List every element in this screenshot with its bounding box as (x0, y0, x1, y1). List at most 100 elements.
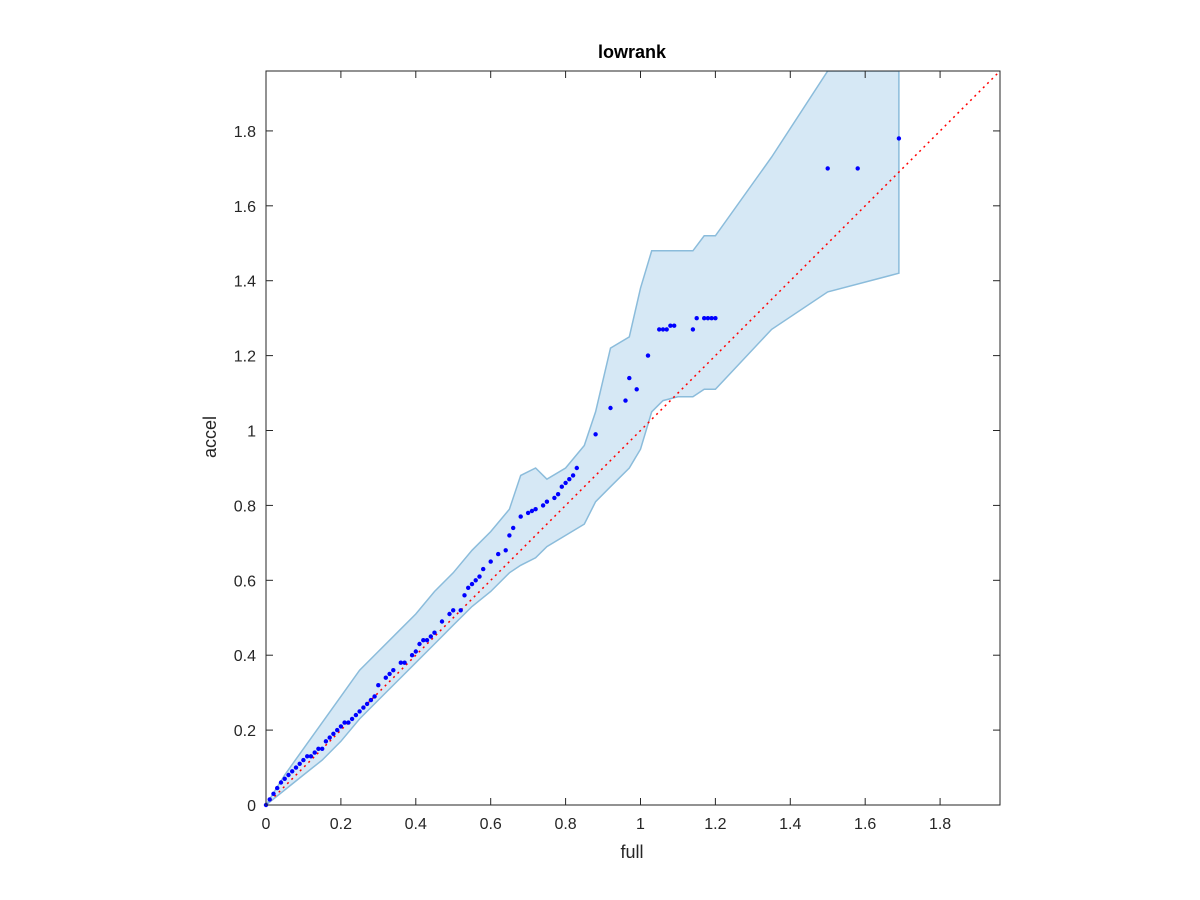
data-point (690, 327, 696, 332)
x-tick-label: 0.4 (405, 816, 427, 833)
data-point (413, 649, 418, 654)
data-point (563, 480, 568, 486)
data-point (286, 772, 291, 778)
data-point (702, 316, 707, 321)
confidence-band (266, 71, 900, 805)
data-point (507, 533, 512, 538)
data-point (439, 619, 445, 624)
data-point (511, 525, 516, 531)
data-point (533, 507, 538, 512)
data-point (320, 746, 325, 751)
data-point (275, 785, 280, 791)
x-tick-label: 1.2 (704, 816, 726, 833)
data-point (342, 720, 347, 725)
data-point (469, 581, 475, 587)
data-point (308, 754, 314, 759)
data-point (297, 761, 302, 766)
y-tick-label: 0.2 (234, 723, 256, 740)
data-point (278, 780, 284, 785)
data-point (372, 694, 377, 699)
data-point (825, 166, 830, 171)
data-point (376, 683, 381, 688)
identity-line (265, 70, 1001, 806)
chart-title: lowrank (598, 42, 667, 62)
data-point (398, 660, 403, 665)
x-tick-label: 1.6 (854, 816, 876, 833)
data-point (570, 473, 576, 478)
data-point (462, 593, 467, 598)
x-axis-label: full (620, 842, 643, 862)
data-point (623, 398, 628, 403)
data-point (368, 697, 374, 703)
data-point (335, 727, 340, 733)
y-tick-label: 1.2 (234, 349, 256, 366)
data-point (271, 791, 276, 796)
x-tick-label: 1.4 (779, 816, 801, 833)
y-ticks: 0 0.2 0.4 0.6 0.8 1 1.2 1.4 1.6 1.8 (234, 124, 1000, 815)
x-tick-label: 1.8 (929, 816, 951, 833)
data-point (361, 705, 366, 710)
data-point (593, 432, 598, 437)
data-point (540, 503, 546, 508)
data-point (855, 166, 860, 171)
y-tick-label: 1.8 (234, 124, 256, 141)
data-point (428, 634, 433, 639)
data-point (364, 701, 370, 707)
data-point (432, 630, 437, 635)
y-tick-label: 0.8 (234, 498, 256, 515)
data-point (327, 735, 332, 740)
data-point (694, 316, 699, 321)
data-point (709, 316, 714, 321)
data-point (552, 495, 557, 501)
y-tick-label: 0.6 (234, 573, 256, 590)
data-point (496, 551, 501, 557)
x-tick-label: 0.6 (480, 816, 502, 833)
data-point (488, 559, 493, 564)
data-point (713, 316, 718, 321)
data-point (458, 608, 463, 613)
x-ticks: 0 0.2 0.4 0.6 0.8 1 1.2 1.4 1.6 1.8 (262, 71, 951, 833)
data-point (634, 387, 639, 392)
y-tick-label: 1.6 (234, 199, 256, 216)
axes-box (265, 70, 1001, 806)
data-point (481, 566, 486, 572)
data-point (338, 724, 344, 729)
data-point (331, 731, 336, 736)
data-point (608, 405, 613, 411)
y-tick-label: 0 (247, 798, 256, 815)
data-point (305, 754, 310, 759)
data-point (574, 465, 579, 471)
data-point (559, 484, 564, 489)
data-point (357, 709, 362, 714)
x-tick-label: 0.2 (330, 816, 352, 833)
y-axis-label: accel (200, 416, 220, 458)
x-tick-label: 0.8 (554, 816, 576, 833)
data-point (567, 477, 572, 482)
data-point (409, 653, 415, 658)
data-point (664, 327, 669, 332)
y-tick-label: 1 (247, 424, 256, 441)
data-point (402, 660, 407, 665)
data-point (417, 641, 422, 647)
data-point (525, 510, 531, 516)
data-point (312, 750, 317, 755)
data-point (668, 323, 673, 328)
data-point (447, 611, 452, 617)
data-point (672, 323, 677, 328)
data-point (267, 797, 272, 802)
data-point (660, 327, 666, 332)
data-point (645, 353, 651, 358)
data-point (282, 776, 287, 781)
y-tick-label: 1.4 (234, 274, 256, 291)
data-point (316, 746, 321, 751)
data-point (555, 492, 561, 497)
data-point (383, 675, 388, 680)
data-point (387, 671, 392, 677)
data-points (263, 136, 902, 808)
data-point (627, 375, 632, 381)
data-point (353, 712, 359, 718)
data-point (349, 716, 355, 722)
data-point (424, 638, 430, 643)
data-point (290, 769, 295, 774)
